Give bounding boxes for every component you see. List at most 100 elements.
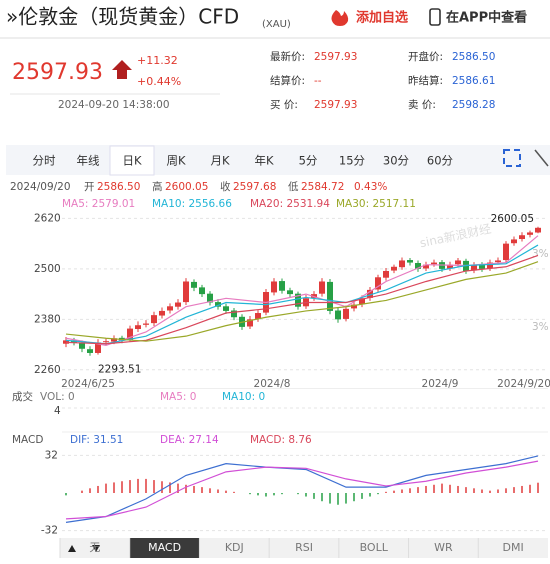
indicator[interactable]: MACD — [148, 541, 181, 554]
tab[interactable]: 年K — [254, 154, 273, 168]
macd-bar — [489, 490, 491, 493]
candle-body — [247, 319, 253, 327]
tab[interactable]: 30分 — [383, 154, 410, 168]
indicator[interactable]: DMI — [503, 541, 524, 554]
macd-bar — [145, 478, 147, 493]
dif-line — [65, 455, 539, 523]
up-arrow — [112, 60, 132, 79]
tab[interactable]: 60分 — [427, 154, 454, 168]
tab[interactable]: 日K — [122, 154, 141, 168]
macd-bar — [481, 489, 483, 493]
pane-divider — [62, 388, 548, 389]
ma-line — [65, 254, 539, 345]
macd-bar — [265, 493, 267, 497]
macd-bar — [337, 493, 339, 505]
candle-body — [231, 310, 237, 318]
change-pct: +0.44% — [137, 75, 181, 88]
info-label: 收 — [220, 180, 231, 193]
candle-body — [271, 281, 277, 293]
indicator[interactable]: RSI — [295, 541, 313, 554]
macd-bar — [81, 490, 83, 493]
candle-body — [527, 232, 533, 235]
macd-bar — [521, 485, 523, 493]
open-app[interactable]: 在APP中查看 — [446, 10, 527, 26]
add-watchlist[interactable]: 添加自选 — [356, 10, 408, 26]
macd-bar — [297, 493, 299, 495]
candle-body — [519, 235, 525, 240]
y-tick-label: 2500 — [34, 263, 61, 275]
dea-line — [65, 460, 539, 520]
ma-line — [65, 244, 539, 345]
candle-body — [327, 281, 333, 311]
tab[interactable]: 年线 — [77, 154, 100, 168]
macd-bar — [513, 487, 515, 493]
tab[interactable]: 5分 — [299, 154, 318, 168]
volume-legend: VOL: 0 — [40, 391, 75, 403]
macd-title: MACD — [12, 434, 43, 446]
field-label: 买 价: — [270, 99, 298, 111]
scroll-arrows[interactable] — [68, 545, 100, 552]
candle-body — [183, 281, 189, 303]
field-label: 开盘价: — [408, 50, 443, 63]
candle-body — [311, 294, 317, 298]
indicator[interactable]: BOLL — [360, 541, 389, 554]
macd-bar — [257, 493, 259, 496]
ma-legend: MA20: 2531.94 — [250, 198, 330, 210]
candle-body — [287, 290, 293, 295]
high-label: 2600.05 — [491, 213, 534, 225]
macd-bar — [105, 483, 107, 493]
candle-body — [431, 262, 437, 265]
tab[interactable]: 15分 — [339, 154, 366, 168]
x-label: 2024/8 — [254, 378, 291, 390]
macd-bar — [417, 487, 419, 493]
candle-body — [127, 328, 133, 340]
x-label: 2024/9 — [422, 378, 459, 390]
candle-body — [383, 270, 389, 278]
indicator[interactable]: 无 — [89, 541, 100, 554]
tab[interactable]: 月K — [210, 154, 229, 168]
macd-bar — [281, 493, 283, 495]
ma-legend: MA10: 2556.66 — [152, 198, 232, 210]
fullscreen-icon[interactable] — [503, 149, 521, 167]
candle-body — [319, 281, 325, 294]
field-label: 昨结算: — [408, 74, 443, 87]
macd-bar — [345, 493, 347, 504]
macd-bar — [313, 493, 315, 499]
tab[interactable]: 分时 — [33, 154, 56, 168]
candle-body — [455, 260, 461, 265]
macd-bar — [137, 478, 139, 493]
tab-bar — [6, 145, 550, 175]
field-value: 2598.28 — [452, 99, 495, 111]
candle-body — [487, 262, 493, 269]
candle-body — [215, 302, 221, 307]
macd-bar — [473, 488, 475, 493]
candle-body — [335, 310, 341, 320]
tab[interactable]: 周K — [166, 154, 185, 168]
candle-body — [223, 306, 229, 311]
macd-bar — [225, 490, 227, 493]
indicator[interactable]: KDJ — [225, 541, 244, 554]
candle-body — [535, 227, 541, 233]
macd-bar — [129, 480, 131, 493]
ma-legend: MA30: 2517.11 — [336, 198, 416, 210]
fire-icon — [331, 10, 349, 26]
field-value: 2597.93 — [314, 99, 357, 111]
candle-body — [423, 264, 429, 269]
candle-body — [103, 341, 109, 343]
candle-body — [199, 287, 205, 295]
candle-body — [63, 340, 69, 344]
indicator[interactable]: WR — [434, 541, 453, 554]
candle-body — [399, 260, 405, 268]
candle-body — [135, 325, 141, 330]
info-value: 2597.68 — [233, 181, 276, 193]
candle-body — [343, 308, 349, 319]
macd-bar — [305, 493, 307, 497]
macd-bar — [201, 487, 203, 493]
macd-bar — [497, 489, 499, 493]
tool-icon[interactable] — [534, 149, 549, 167]
macd-bar — [409, 488, 411, 493]
candle-body — [503, 243, 509, 261]
macd-bar — [89, 488, 91, 493]
macd-bar — [177, 483, 179, 493]
macd-bar — [369, 493, 371, 497]
